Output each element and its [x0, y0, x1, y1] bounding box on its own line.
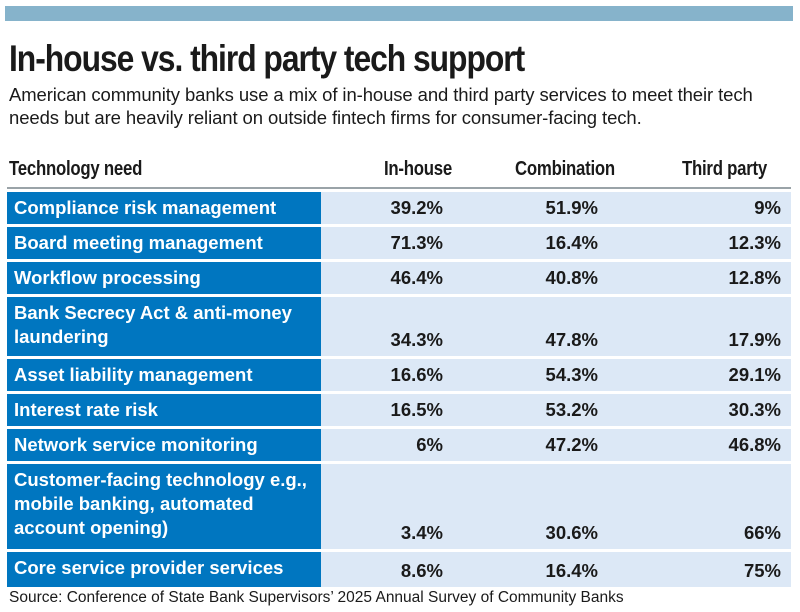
combination-value: 40.8% — [545, 267, 598, 288]
table-header: Technology need In-house Combination Thi… — [7, 156, 791, 189]
technology-need-cell: Board meeting management — [7, 227, 321, 259]
value-cells: 3.4% 30.6% 66% — [321, 464, 791, 549]
third-party-value: 17.9% — [728, 329, 781, 350]
technology-need-cell: Network service monitoring — [7, 429, 321, 461]
column-header-technology-need: Technology need — [9, 158, 143, 180]
third-party-value: 29.1% — [728, 364, 781, 385]
value-cells: 34.3% 47.8% 17.9% — [321, 297, 791, 356]
in-house-value: 46.4% — [390, 267, 443, 288]
in-house-value: 3.4% — [400, 522, 443, 543]
combination-value: 51.9% — [545, 197, 598, 218]
combination-value: 53.2% — [545, 399, 598, 420]
table-row: Compliance risk management 39.2% 51.9% 9% — [7, 192, 791, 224]
combination-value: 30.6% — [545, 522, 598, 543]
value-cells: 16.5% 53.2% 30.3% — [321, 394, 791, 426]
technology-need-cell: Core service provider services — [7, 552, 321, 587]
value-cells: 46.4% 40.8% 12.8% — [321, 262, 791, 294]
source-note: Source: Conference of State Bank Supervi… — [9, 589, 624, 606]
subtitle: American community banks use a mix of in… — [9, 84, 753, 128]
technology-need-cell: Bank Secrecy Act & anti-money laundering — [7, 297, 321, 356]
in-house-value: 8.6% — [400, 560, 443, 581]
third-party-value: 30.3% — [728, 399, 781, 420]
third-party-value: 9% — [754, 197, 781, 218]
table-body: Compliance risk management 39.2% 51.9% 9% Bo… — [7, 192, 791, 587]
table-row: Asset liability management 16.6% 54.3% 29.1… — [7, 359, 791, 391]
value-cells: 6% 47.2% 46.8% — [321, 429, 791, 461]
table-row: Customer-facing technology e.g., mobile … — [7, 464, 791, 549]
data-table: Technology need In-house Combination Thi… — [7, 156, 791, 587]
column-header-third-party: Third party — [682, 158, 767, 180]
value-cells: 39.2% 51.9% 9% — [321, 192, 791, 224]
in-house-value: 71.3% — [390, 232, 443, 253]
table-row: Bank Secrecy Act & anti-money laundering… — [7, 297, 791, 356]
in-house-value: 34.3% — [390, 329, 443, 350]
combination-value: 47.2% — [545, 434, 598, 455]
value-cells: 16.6% 54.3% 29.1% — [321, 359, 791, 391]
third-party-value: 75% — [743, 560, 781, 581]
combination-value: 16.4% — [545, 232, 598, 253]
combination-value: 47.8% — [545, 329, 598, 350]
third-party-value: 46.8% — [728, 434, 781, 455]
in-house-value: 6% — [416, 434, 443, 455]
third-party-value: 12.8% — [728, 267, 781, 288]
table-row: Workflow processing 46.4% 40.8% 12.8% — [7, 262, 791, 294]
third-party-value: 12.3% — [728, 232, 781, 253]
technology-need-cell: Compliance risk management — [7, 192, 321, 224]
in-house-value: 39.2% — [390, 197, 443, 218]
table-row: Core service provider services 8.6% 16.4% 7… — [7, 552, 791, 587]
table-row: Interest rate risk 16.5% 53.2% 30.3% — [7, 394, 791, 426]
technology-need-cell: Workflow processing — [7, 262, 321, 294]
top-accent-bar — [5, 6, 793, 21]
table-row: Network service monitoring 6% 47.2% 46.8% — [7, 429, 791, 461]
technology-need-cell: Interest rate risk — [7, 394, 321, 426]
technology-need-cell: Asset liability management — [7, 359, 321, 391]
column-header-combination: Combination — [515, 158, 615, 180]
combination-value: 16.4% — [545, 560, 598, 581]
value-cells: 8.6% 16.4% 75% — [321, 552, 791, 587]
column-header-in-house: In-house — [384, 158, 452, 180]
in-house-value: 16.6% — [390, 364, 443, 385]
combination-value: 54.3% — [545, 364, 598, 385]
technology-need-cell: Customer-facing technology e.g., mobile … — [7, 464, 321, 549]
table-row: Board meeting management 71.3% 16.4% 12.3% — [7, 227, 791, 259]
third-party-value: 66% — [743, 522, 781, 543]
in-house-value: 16.5% — [390, 399, 443, 420]
value-cells: 71.3% 16.4% 12.3% — [321, 227, 791, 259]
page-title: In-house vs. third party tech support — [9, 38, 525, 79]
